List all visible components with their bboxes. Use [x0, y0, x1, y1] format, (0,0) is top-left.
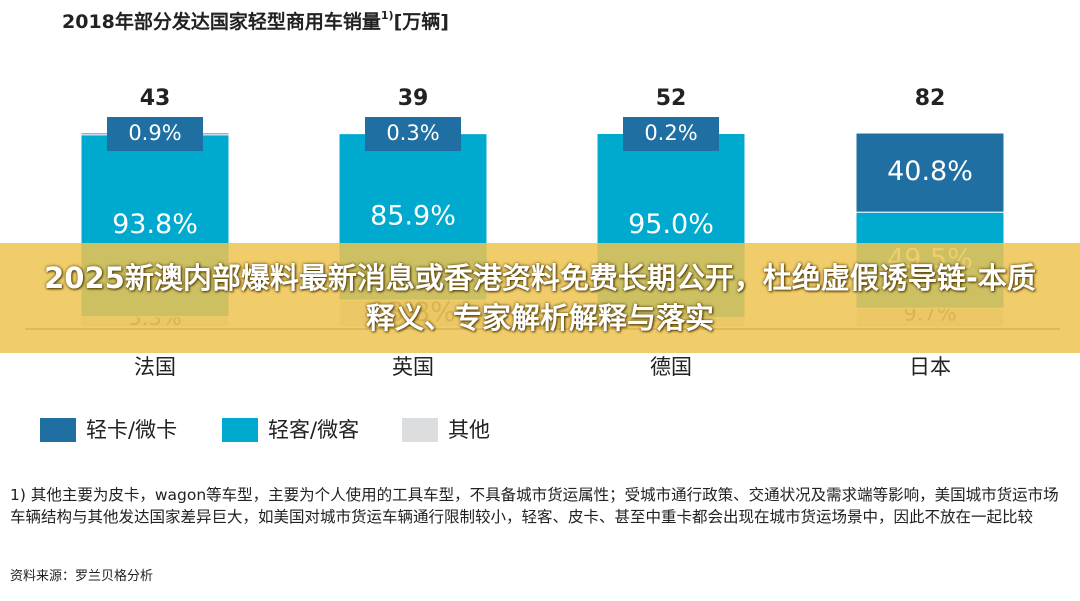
source: 资料来源：罗兰贝格分析: [10, 569, 154, 584]
title-unit: [万辆]: [394, 10, 449, 33]
banner-text: 2025新澳内部爆料最新消息或香港资料免费长期公开，杜绝虚假诱导链-本质释义、专…: [44, 261, 1036, 335]
total-label: 52: [656, 86, 687, 111]
value-label: 0.3%: [386, 121, 439, 145]
legend-swatch: [40, 418, 76, 442]
legend-label: 轻客/微客: [268, 418, 359, 442]
legend-label: 其他: [448, 418, 490, 442]
title-main: 2018年部分发达国家轻型商用车销量: [62, 10, 381, 33]
value-label: 93.8%: [112, 209, 198, 240]
category-label: 法国: [134, 355, 176, 379]
footnote: 1) 其他主要为皮卡，wagon等车型，主要为个人使用的工具车型，不具备城市货运…: [10, 486, 1059, 526]
total-label: 39: [398, 86, 429, 111]
total-label: 82: [915, 86, 946, 111]
title-note: 1): [381, 9, 394, 22]
value-label: 40.8%: [887, 156, 973, 187]
value-label: 0.2%: [644, 121, 697, 145]
category-label: 英国: [392, 355, 434, 379]
legend-swatch: [402, 418, 438, 442]
category-label: 日本: [909, 355, 951, 379]
value-label: 95.0%: [628, 209, 714, 240]
chart-title: 2018年部分发达国家轻型商用车销量1)[万辆]: [62, 9, 449, 33]
label-box: [623, 117, 719, 151]
label-box: [365, 117, 461, 151]
overlay-banner: 2025新澳内部爆料最新消息或香港资料免费长期公开，杜绝虚假诱导链-本质释义、专…: [0, 243, 1080, 353]
value-label: 85.9%: [370, 200, 456, 231]
label-box: [107, 117, 203, 151]
bar-segment: [855, 132, 1005, 213]
legend-swatch: [222, 418, 258, 442]
legend-label: 轻卡/微卡: [86, 418, 177, 442]
value-label: 0.9%: [128, 121, 181, 145]
category-label: 德国: [650, 355, 692, 379]
total-label: 43: [140, 86, 171, 111]
